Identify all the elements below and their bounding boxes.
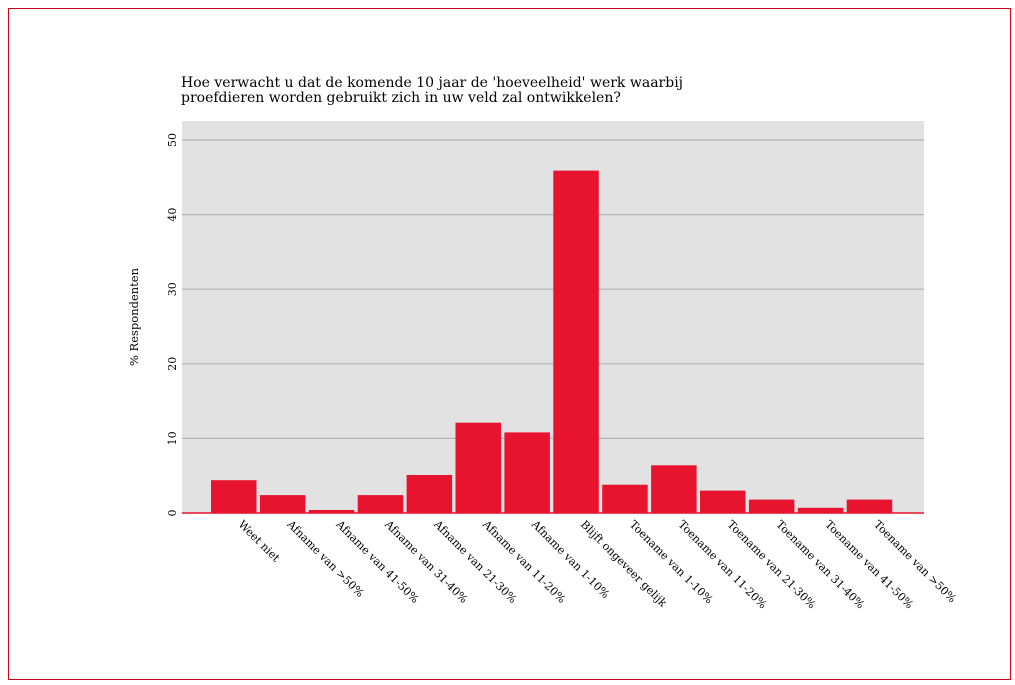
bar <box>651 465 697 513</box>
figure-frame <box>8 8 1011 680</box>
bars <box>211 170 893 513</box>
x-tick-label: Toename van 31-40% <box>773 518 866 611</box>
plot-background <box>182 121 924 513</box>
y-tick-label: 10 <box>166 431 179 445</box>
bar <box>846 499 893 513</box>
x-tick-label: Toename van 41-50% <box>822 518 915 611</box>
chart-title: Hoe verwacht u dat de komende 10 jaar de… <box>181 76 801 106</box>
x-tick-label: Afname van 41-50% <box>333 517 422 606</box>
bar <box>308 510 355 513</box>
bar <box>602 484 648 513</box>
bar <box>748 499 795 513</box>
y-axis-title: % Respondenten <box>127 267 141 366</box>
bar <box>700 490 746 513</box>
x-tick-label: Toename van >50% <box>871 518 958 605</box>
x-tick-label: Blijft ongeveer gelijk <box>578 518 670 610</box>
bar <box>211 480 257 513</box>
y-tick-labels: 0 10 20 30 40 50 <box>166 133 179 517</box>
y-tick-label: 20 <box>166 357 179 371</box>
x-tick-label: Afname van 31-40% <box>382 517 471 606</box>
bar <box>406 475 453 513</box>
bar <box>357 495 404 513</box>
bar <box>797 507 844 513</box>
x-tick-labels: Weet niet Afname van >50%Afname van 41-50… <box>236 517 959 611</box>
bar <box>455 422 501 513</box>
x-tick-label: Weet niet <box>236 518 283 565</box>
bar <box>259 495 306 513</box>
x-tick-label: Toename van 21-30% <box>725 518 818 611</box>
chart-title-line-1: Hoe verwacht u dat de komende 10 jaar de… <box>181 75 684 91</box>
y-tick-label: 50 <box>166 133 179 147</box>
x-tick-label: Toename van 1-10% <box>627 518 716 607</box>
bar <box>553 170 599 513</box>
chart-title-line-2: proefdieren worden gebruikt zich in uw v… <box>181 90 621 106</box>
x-tick-label: Afname van 21-30% <box>431 517 520 606</box>
y-tick-label: 30 <box>166 282 179 296</box>
x-tick-label: Afname van 11-20% <box>479 517 568 606</box>
y-tick-label: 40 <box>166 208 179 222</box>
bar <box>504 432 550 513</box>
gridlines <box>182 139 924 439</box>
x-tick-label: Toename van 11-20% <box>676 518 769 611</box>
y-tick-label: 0 <box>166 510 179 517</box>
